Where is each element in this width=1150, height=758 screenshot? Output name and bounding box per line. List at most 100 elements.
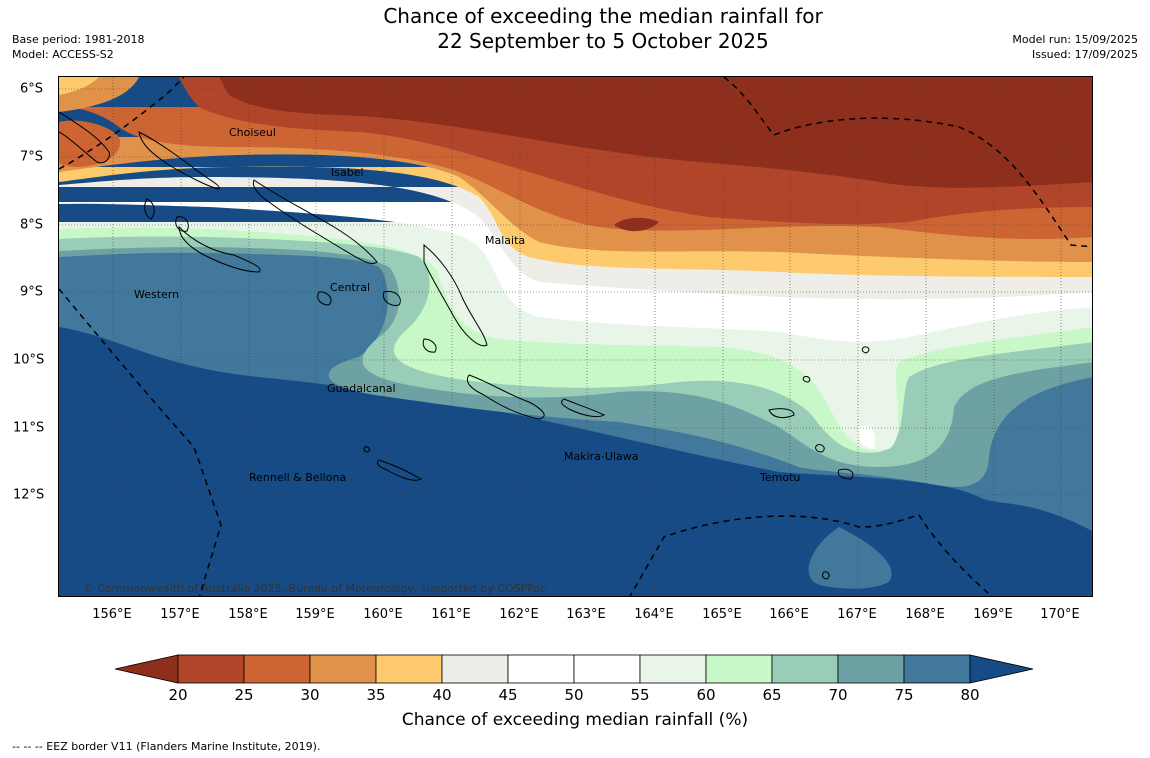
model-name: Model: ACCESS-S2	[12, 48, 114, 61]
colorbar-tick-55: 55	[630, 686, 650, 704]
colorbar-20-25	[177, 654, 245, 684]
colorbar-60-65	[705, 654, 773, 684]
lon-label-164e: 164°E	[634, 607, 674, 622]
lat-label-10s: 10°S	[13, 352, 45, 368]
lon-label-167e: 167°E	[837, 607, 877, 622]
band-45-50-spot	[858, 425, 876, 449]
island-santa-cruz	[768, 408, 795, 419]
place-malaita: Malaita	[485, 234, 525, 247]
colorbar-tick-20: 20	[168, 686, 188, 704]
colorbar-tick-80: 80	[960, 686, 980, 704]
colorbar-title: Chance of exceeding median rainfall (%)	[401, 710, 749, 730]
island-makira	[561, 398, 606, 418]
map-canvas: Choiseul Isabel Malaita Central Western …	[59, 77, 1092, 596]
island-utupua	[815, 444, 825, 453]
island-reef-islands	[802, 376, 811, 383]
lon-label-156e: 156°E	[92, 607, 132, 622]
colorbar-tick-45: 45	[498, 686, 518, 704]
lon-label-159e: 159°E	[295, 607, 335, 622]
place-temotu: Temotu	[759, 471, 800, 484]
colorbar-tick-65: 65	[762, 686, 782, 704]
copyright-text: © Commonwealth of Australia 2025, Bureau…	[83, 582, 546, 595]
island-tikopia	[822, 571, 830, 580]
island-central-nggela	[382, 290, 401, 306]
map-title: Chance of exceeding the median rainfall …	[0, 4, 1150, 54]
place-rennell: Rennell & Bellona	[249, 471, 346, 484]
colorbar-tick-30: 30	[300, 686, 320, 704]
colorbar-25-30	[243, 654, 311, 684]
island-south-malaita	[422, 338, 437, 353]
lon-label-168e: 168°E	[905, 607, 945, 622]
colorbar-65-70	[771, 654, 839, 684]
island-guadalcanal	[466, 374, 545, 420]
band-below20	[219, 77, 1092, 188]
colorbar-tick-50: 50	[564, 686, 584, 704]
lon-label-170e: 170°E	[1040, 607, 1080, 622]
lon-label-162e: 162°E	[499, 607, 539, 622]
eez-borders	[59, 77, 1092, 596]
band-35-40-upperleft	[59, 77, 99, 95]
colorbar-40-45	[441, 654, 509, 684]
colorbar	[114, 654, 1034, 684]
place-western: Western	[134, 288, 179, 301]
colorbar-55-60	[639, 654, 707, 684]
eez-border-northeast	[723, 77, 1092, 248]
rainfall-map: Choiseul Isabel Malaita Central Western …	[58, 76, 1093, 597]
colorbar-45-50	[507, 654, 575, 684]
lat-label-12s: 12°S	[13, 487, 45, 503]
island-new-georgia	[178, 225, 261, 273]
colorbar-tick-60: 60	[696, 686, 716, 704]
lat-label-8s: 8°S	[20, 217, 44, 233]
place-central: Central	[330, 281, 370, 294]
colorbar-75-80	[903, 654, 971, 684]
model-run: Model run: 15/09/2025	[1012, 33, 1138, 46]
lat-label-11s: 11°S	[13, 420, 45, 436]
eez-footnote: -- -- -- EEZ border V11 (Flanders Marine…	[12, 740, 321, 753]
base-period: Base period: 1981-2018	[12, 33, 145, 46]
island-kolombangara	[175, 216, 189, 232]
island-vanikoro	[837, 468, 854, 480]
lat-label-9s: 9°S	[20, 284, 44, 300]
title-line-2: 22 September to 5 October 2025	[437, 29, 769, 53]
place-choiseul: Choiseul	[229, 126, 276, 139]
band-25-30-upperleft	[59, 120, 120, 167]
island-vella-lavella	[144, 198, 155, 220]
title-line-1: Chance of exceeding the median rainfall …	[383, 4, 823, 28]
island-russell	[317, 291, 332, 306]
lon-label-157e: 157°E	[160, 607, 200, 622]
islands	[59, 111, 870, 580]
colorbar-above80	[969, 654, 1034, 684]
band-below20-spot	[614, 217, 659, 232]
island-rennell	[376, 459, 423, 481]
lon-label-158e: 158°E	[228, 607, 268, 622]
place-guadalcanal: Guadalcanal	[327, 382, 396, 395]
place-isabel: Isabel	[331, 166, 364, 179]
lon-label-165e: 165°E	[702, 607, 742, 622]
lon-label-160e: 160°E	[363, 607, 403, 622]
meta-right: Model run: 15/09/2025 Issued: 17/09/2025	[1012, 32, 1138, 62]
lon-label-163e: 163°E	[566, 607, 606, 622]
colorbar-tick-75: 75	[894, 686, 914, 704]
lat-label-6s: 6°S	[20, 81, 44, 97]
colorbar-tick-35: 35	[366, 686, 386, 704]
island-bougainville	[59, 111, 110, 164]
colorbar-tick-70: 70	[828, 686, 848, 704]
lon-label-169e: 169°E	[973, 607, 1013, 622]
island-isabel	[252, 179, 378, 264]
island-duff	[861, 346, 870, 354]
colorbar-35-40	[375, 654, 443, 684]
colorbar-50-55	[573, 654, 641, 684]
colorbar-tick-25: 25	[234, 686, 254, 704]
colorbar-30-35	[309, 654, 377, 684]
island-malaita	[423, 243, 488, 347]
issued-date: Issued: 17/09/2025	[1031, 48, 1138, 61]
meta-left: Base period: 1981-2018 Model: ACCESS-S2	[12, 32, 144, 62]
lon-label-166e: 166°E	[769, 607, 809, 622]
colorbar-below20	[114, 654, 179, 684]
island-choiseul	[138, 131, 220, 190]
lon-label-161e: 161°E	[431, 607, 471, 622]
place-makira: Makira-Ulawa	[564, 450, 638, 463]
colorbar-70-75	[837, 654, 905, 684]
colorbar-tick-40: 40	[432, 686, 452, 704]
lat-label-7s: 7°S	[20, 149, 44, 165]
